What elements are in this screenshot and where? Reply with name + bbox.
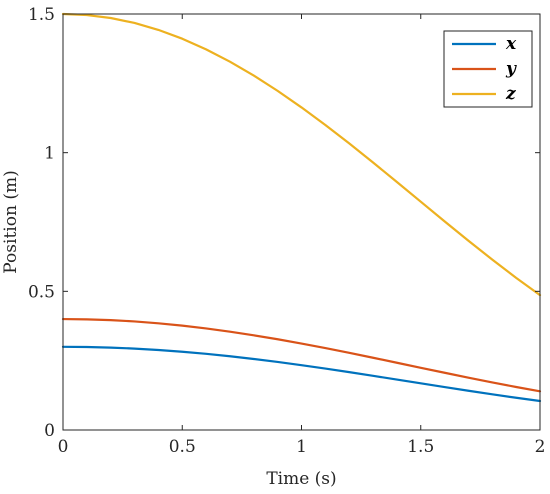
legend-label-y: y: [505, 59, 517, 79]
x-tick-label: 0: [58, 437, 69, 457]
legend-label-z: z: [505, 84, 516, 104]
x-tick-label: 0.5: [169, 437, 196, 457]
series-line-z: [61, 12, 542, 297]
ticks-layer: 0 0.5 1 1.5 2 0 0.5 1 1.5: [28, 5, 545, 457]
x-tick-label: 2: [535, 437, 546, 457]
x-axis-label: Time (s): [266, 469, 336, 489]
legend: xyz: [443, 30, 533, 108]
y-tick-label: 1: [44, 144, 55, 164]
y-tick-label: 0.5: [28, 282, 55, 302]
y-axis-label: Position (m): [1, 170, 21, 273]
y-tick-label: 1.5: [28, 5, 55, 25]
y-tick-label: 0: [44, 421, 55, 441]
series-layer: [61, 12, 542, 403]
legend-label-x: x: [505, 34, 517, 54]
x-tick-label: 1.5: [407, 437, 434, 457]
series-line-y: [61, 317, 542, 393]
x-tick-label: 1: [296, 437, 307, 457]
series-line-x: [61, 345, 542, 403]
